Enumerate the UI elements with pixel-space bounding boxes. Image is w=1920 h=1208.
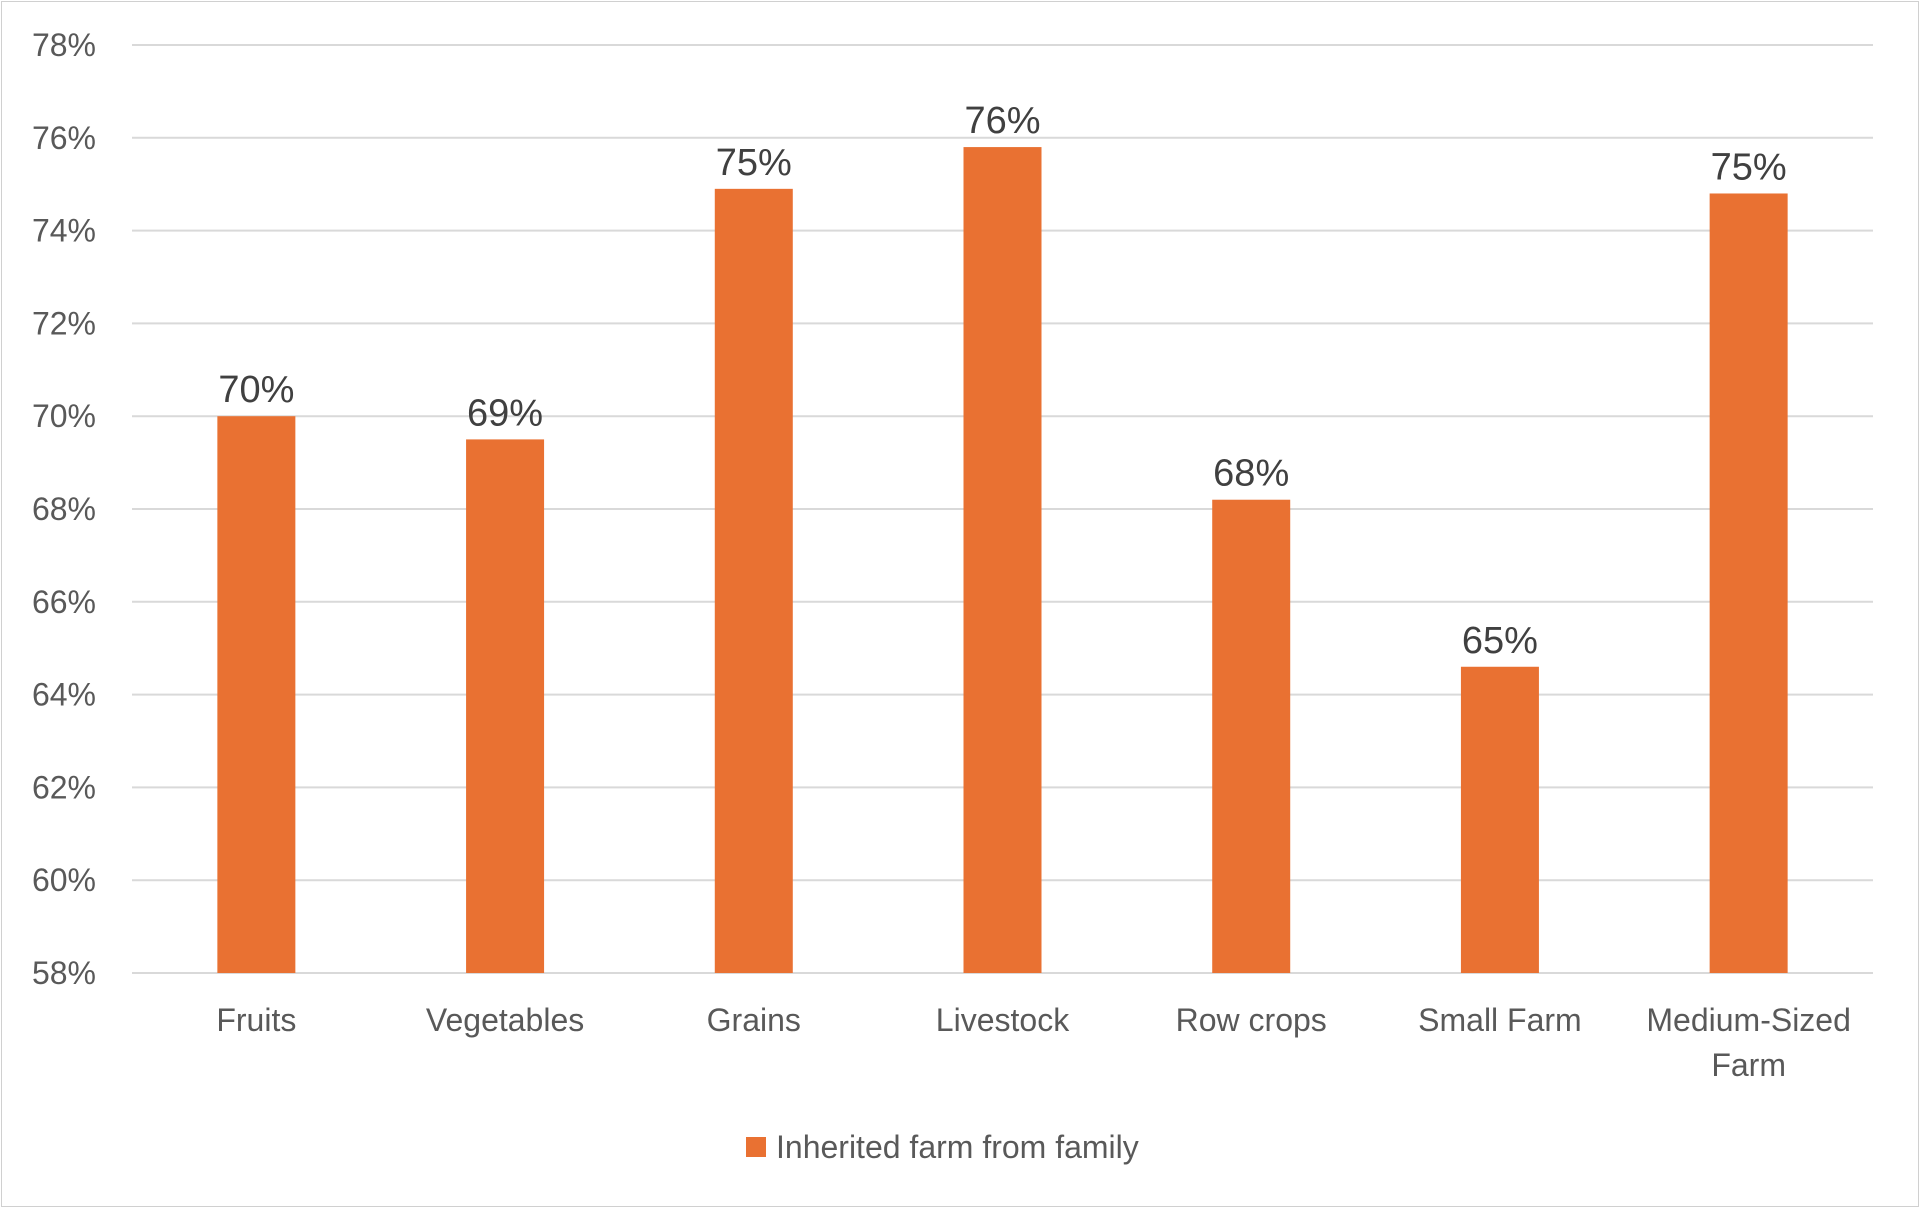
bar bbox=[714, 188, 793, 974]
bar bbox=[963, 147, 1042, 973]
data-label: 76% bbox=[964, 100, 1040, 142]
x-category-label: Row crops bbox=[1176, 1002, 1327, 1038]
y-tick-label: 60% bbox=[32, 862, 96, 898]
y-tick-label: 74% bbox=[32, 213, 96, 249]
y-tick-label: 70% bbox=[32, 398, 96, 434]
bar bbox=[217, 416, 296, 973]
data-label: 75% bbox=[716, 142, 792, 184]
data-label: 70% bbox=[218, 369, 294, 411]
x-category-label: Grains bbox=[707, 1002, 801, 1038]
bar bbox=[466, 439, 545, 973]
y-tick-label: 66% bbox=[32, 584, 96, 620]
bars bbox=[217, 147, 1788, 974]
y-tick-label: 78% bbox=[32, 27, 96, 63]
legend: Inherited farm from family bbox=[746, 1129, 1139, 1165]
bar bbox=[1460, 666, 1539, 973]
x-category-label: Small Farm bbox=[1418, 1002, 1582, 1038]
y-tick-label: 58% bbox=[32, 955, 96, 991]
y-axis-tick-labels: 58% 60% 62% 64% 66% 68% 70% 72% 74% 76% 78% bbox=[32, 27, 96, 991]
y-tick-label: 68% bbox=[32, 491, 96, 527]
x-axis-category-labels: Fruits Vegetables Grains Livestock Row crops… bbox=[216, 1002, 1851, 1083]
data-labels: 70% 69% 75% 76% 68% 65% 75% bbox=[218, 100, 1786, 662]
bar bbox=[1709, 193, 1788, 974]
x-category-label: Medium-Sized Farm bbox=[1646, 1002, 1851, 1083]
data-label: 69% bbox=[467, 392, 543, 434]
x-category-label: Livestock bbox=[936, 1002, 1070, 1038]
y-tick-label: 76% bbox=[32, 120, 96, 156]
legend-swatch bbox=[746, 1137, 766, 1157]
legend-label: Inherited farm from family bbox=[776, 1129, 1139, 1165]
y-tick-label: 62% bbox=[32, 769, 96, 805]
data-label: 75% bbox=[1711, 146, 1787, 188]
x-category-label: Fruits bbox=[216, 1002, 296, 1038]
data-label: 68% bbox=[1213, 453, 1289, 495]
y-tick-label: 64% bbox=[32, 677, 96, 713]
y-tick-label: 72% bbox=[32, 305, 96, 341]
x-category-label: Vegetables bbox=[426, 1002, 584, 1038]
bar bbox=[1212, 499, 1291, 973]
data-label: 65% bbox=[1462, 620, 1538, 662]
